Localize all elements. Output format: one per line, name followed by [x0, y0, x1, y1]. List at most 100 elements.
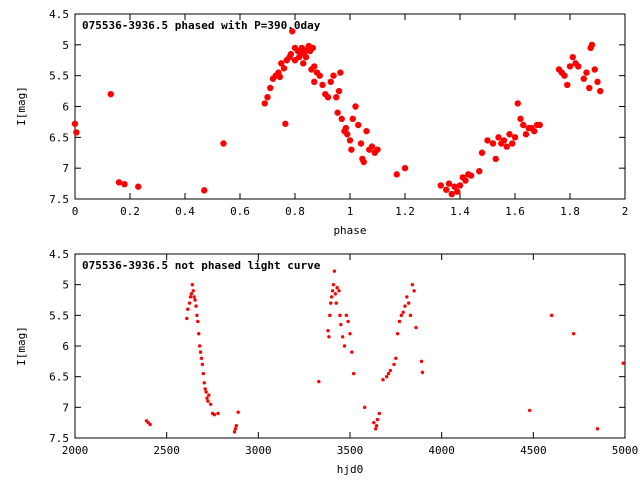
phased-data-point	[495, 134, 502, 141]
unphased-data-point	[234, 424, 239, 428]
phased-data-point	[566, 63, 574, 70]
phased-data-point	[594, 78, 601, 86]
phased-data-point	[451, 183, 458, 190]
phased-data-point	[300, 60, 307, 67]
unphased-data-point	[333, 292, 338, 296]
unphased-data-point	[329, 301, 333, 305]
unphased-x-tick-label: 3500	[337, 444, 364, 457]
phased-data-point	[357, 140, 365, 147]
unphased-data-point	[148, 422, 152, 427]
phased-chart-title: 075536-3936.5 phased with P=390.0day	[82, 19, 321, 32]
phased-data-point	[484, 137, 491, 144]
phased-x-tick-label: 0.8	[285, 205, 305, 218]
unphased-data-point	[395, 332, 400, 336]
phased-data-point	[220, 140, 227, 147]
phased-data-point	[330, 72, 337, 79]
unphased-data-point	[344, 313, 349, 318]
unphased-y-tick-label: 4.5	[49, 248, 69, 261]
unphased-plot-frame	[74, 253, 626, 439]
phased-data-point	[334, 109, 341, 116]
phased-data-point	[346, 137, 354, 144]
unphased-chart: 4.5 5 5.5 6 6.5 7 7.5 2000 2500 3000 3500 4000 4500…	[15, 248, 638, 476]
unphased-data-point	[327, 335, 331, 339]
unphased-data-point	[331, 282, 336, 287]
phased-data-point	[597, 87, 604, 95]
unphased-data-point	[196, 319, 200, 324]
unphased-data-point	[186, 307, 190, 311]
unphased-data-point	[335, 286, 339, 290]
unphased-data-point	[350, 350, 354, 354]
unphased-x-axis-label: hjd0	[337, 463, 364, 476]
unphased-data-point	[216, 411, 220, 416]
phased-data-series	[71, 28, 604, 198]
phased-data-point	[374, 146, 381, 153]
phased-y-axis: 4.5 5 5.5 6 6.5 7 7.5	[49, 8, 625, 206]
phased-x-tick-label: 1.8	[560, 205, 580, 218]
unphased-data-point	[401, 310, 405, 314]
unphased-chart-title: 075536-3936.5 not phased light curve	[82, 259, 321, 272]
unphased-data-point	[199, 356, 204, 360]
phased-data-point	[588, 41, 596, 49]
phased-data-point	[73, 129, 80, 136]
phased-data-point	[368, 143, 376, 150]
phased-data-point	[352, 103, 359, 110]
phased-data-point	[561, 72, 568, 79]
phased-x-tick-label: 1	[347, 205, 354, 218]
unphased-data-point	[351, 371, 356, 376]
phased-x-tick-label: 0.4	[175, 205, 195, 218]
phased-data-point	[476, 168, 483, 175]
unphased-data-point	[342, 344, 347, 348]
unphased-data-point	[621, 361, 625, 365]
phased-data-point	[121, 181, 128, 188]
phased-data-point	[467, 172, 475, 179]
phased-data-point	[327, 78, 334, 86]
unphased-data-point	[185, 316, 189, 321]
unphased-data-point	[420, 370, 425, 375]
unphased-y-tick-label: 6	[62, 340, 69, 353]
unphased-data-point	[399, 313, 404, 318]
unphased-data-point	[198, 350, 203, 354]
phased-x-tick-label: 0.6	[230, 205, 250, 218]
unphased-data-point	[328, 313, 332, 318]
unphased-data-point	[419, 359, 424, 364]
phased-data-point	[500, 137, 508, 144]
unphased-x-tick-label: 4000	[428, 444, 455, 457]
unphased-data-point	[549, 313, 554, 318]
unphased-data-point	[326, 328, 330, 333]
phased-data-point	[492, 155, 499, 163]
unphased-data-point	[403, 304, 407, 308]
unphased-data-point	[208, 402, 213, 406]
unphased-data-point	[388, 368, 393, 373]
phased-y-axis-label: I[mag]	[15, 86, 28, 126]
phased-data-point	[338, 115, 345, 123]
unphased-data-point	[332, 269, 337, 273]
phased-data-point	[261, 100, 268, 107]
unphased-data-point	[362, 405, 367, 410]
unphased-y-tick-label: 7.5	[49, 432, 69, 445]
phased-data-point	[575, 63, 582, 70]
unphased-data-point	[373, 427, 378, 431]
unphased-data-point	[329, 295, 334, 299]
phased-data-point	[311, 78, 318, 86]
phased-data-point	[360, 158, 367, 166]
unphased-data-point	[197, 344, 202, 348]
phased-data-point	[393, 171, 400, 178]
phased-x-tick-label: 1.6	[505, 205, 525, 218]
phased-data-point	[520, 121, 527, 129]
unphased-data-point	[195, 313, 199, 318]
phased-data-point	[316, 72, 323, 79]
phased-y-tick-label: 7.5	[49, 193, 69, 206]
unphased-data-point	[571, 332, 576, 336]
unphased-data-point	[203, 387, 207, 391]
phased-y-tick-label: 6.5	[49, 131, 69, 144]
phased-data-point	[454, 188, 461, 195]
unphased-y-tick-label: 5.5	[49, 309, 69, 322]
unphased-data-point	[188, 295, 193, 299]
unphased-data-point	[381, 378, 385, 382]
phased-x-tick-label: 0	[72, 205, 79, 218]
unphased-data-point	[392, 362, 396, 367]
phased-data-point	[443, 186, 450, 193]
unphased-data-point	[372, 420, 376, 425]
unphased-x-axis: 2000 2500 3000 3500 4000 4500 5000	[62, 254, 638, 457]
unphased-data-point	[187, 301, 192, 305]
